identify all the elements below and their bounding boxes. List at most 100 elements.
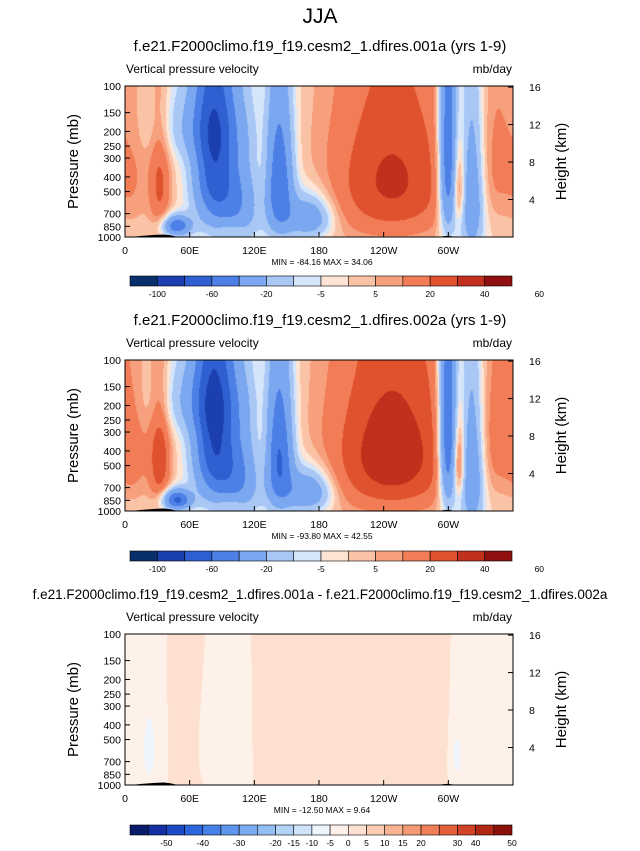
p3-colorbar-label-6: -5 — [326, 838, 334, 848]
p2-colorbar-swatch-8 — [347, 550, 376, 562]
p1-ytick-label-6: 500 — [103, 187, 121, 199]
p3-colorbar-label-9: 10 — [380, 838, 390, 848]
p3-colorbar-swatch-0 — [129, 824, 149, 836]
p3-xtick-label-4: 120W — [370, 793, 398, 805]
p3-colorbar-swatch-18 — [457, 824, 476, 836]
p2-title: f.e21.F2000climo.f19_f19.cesm2_1.dfires.… — [134, 312, 507, 329]
p2-colorbar-swatch-10 — [402, 550, 431, 562]
p1-ytick-label-1: 150 — [103, 108, 121, 120]
p1-xtick-label-5: 60W — [438, 245, 460, 257]
p2-y2tick-label-1: 12 — [529, 394, 541, 406]
p3-colorbar-swatch-5 — [220, 824, 240, 836]
p1-colorbar-swatch-10 — [402, 275, 431, 287]
p1-colorbar-swatch-6 — [293, 275, 322, 287]
p1-xtick-label-0: 0 — [122, 245, 128, 257]
p1-field — [125, 86, 513, 237]
p1-xtick-label-2: 120E — [242, 245, 267, 257]
p3-colorbar-label-11: 20 — [416, 838, 426, 848]
p1-ylabel: Pressure (mb) — [65, 114, 82, 209]
p1-colorbar-label-1: -60 — [206, 289, 219, 299]
p3-colorbar-label-3: -20 — [269, 838, 282, 848]
p2-ylabel: Pressure (mb) — [65, 388, 82, 483]
p3-ytick-label-5: 400 — [103, 720, 121, 732]
p1-ytick-label-0: 100 — [103, 81, 121, 93]
p1-colorbar-label-2: -20 — [260, 289, 273, 299]
p1-ylabel-right: Height (km) — [553, 123, 570, 201]
p3-colorbar-label-5: -10 — [306, 838, 319, 848]
p1-ytick-label-8: 850 — [103, 221, 121, 233]
p1-xtick-label-3: 180 — [310, 245, 328, 257]
p1-y2tick-label-2: 8 — [529, 157, 535, 169]
p3-colorbar-swatch-17 — [438, 824, 458, 836]
p3-colorbar-swatch-19 — [475, 824, 495, 836]
p3-colorbar-label-10: 15 — [398, 838, 408, 848]
p1-minmax: MIN = -84.16 MAX = 34.06 — [271, 257, 372, 267]
p3-colorbar-label-4: -15 — [288, 838, 301, 848]
p1-y2tick-label-1: 12 — [529, 120, 541, 132]
p1-ytick-label-3: 250 — [103, 141, 121, 153]
p2-ytick-label-3: 250 — [103, 415, 121, 427]
p3-ylabel: Pressure (mb) — [65, 662, 82, 757]
p3-colorbar-label-1: -40 — [197, 838, 210, 848]
p3-xtick-label-5: 60W — [438, 793, 460, 805]
p3-colorbar-swatch-20 — [493, 824, 513, 836]
p2-colorbar-swatch-0 — [129, 550, 158, 562]
p2-xtick-label-3: 180 — [310, 519, 328, 531]
p3-left-label: Vertical pressure velocity — [126, 610, 259, 624]
p2-ytick-label-8: 850 — [103, 495, 121, 507]
p3-xtick-label-3: 180 — [310, 793, 328, 805]
p2-colorbar-swatch-9 — [375, 550, 404, 562]
p3-colorbar-swatch-2 — [166, 824, 185, 836]
p3-minmax: MIN = -12.50 MAX = 9.64 — [274, 805, 371, 815]
p3-colorbar-swatch-3 — [184, 824, 204, 836]
p3-colorbar-label-14: 50 — [507, 838, 517, 848]
p1-colorbar-swatch-1 — [156, 275, 185, 287]
p3-field — [125, 634, 513, 785]
p2-xtick-label-4: 120W — [370, 519, 398, 531]
p2-ylabel-right: Height (km) — [553, 397, 570, 475]
p2-xtick-label-0: 0 — [122, 519, 128, 531]
p2-panel: f.e21.F2000climo.f19_f19.cesm2_1.dfires.… — [65, 312, 570, 574]
p1-ytick-label-5: 400 — [103, 172, 121, 184]
p2-xtick-label-2: 120E — [242, 519, 267, 531]
p2-ytick-label-9: 1000 — [98, 506, 122, 518]
p3-colorbar-swatch-13 — [366, 824, 385, 836]
p3-colorbar-swatch-1 — [147, 824, 167, 836]
p2-ytick-label-1: 150 — [103, 382, 121, 394]
p3-colorbar-swatch-14 — [384, 824, 404, 836]
p2-colorbar-label-3: -5 — [317, 564, 325, 574]
p3-panel: f.e21.F2000climo.f19_f19.cesm2_1.dfires.… — [33, 587, 608, 848]
p2-colorbar-label-4: 5 — [373, 564, 378, 574]
p2-colorbar-swatch-3 — [211, 550, 240, 562]
p2-xtick-label-5: 60W — [438, 519, 460, 531]
p2-ytick-label-4: 300 — [103, 427, 121, 439]
p3-ytick-label-7: 700 — [103, 757, 121, 769]
p1-colorbar-label-6: 40 — [480, 289, 490, 299]
p3-colorbar-swatch-8 — [275, 824, 295, 836]
p1-xtick-label-1: 60E — [180, 245, 199, 257]
p3-ytick-label-3: 250 — [103, 689, 121, 701]
p3-colorbar-label-13: 40 — [471, 838, 481, 848]
p2-minmax: MIN = -93.80 MAX = 42.55 — [271, 531, 372, 541]
p1-colorbar-swatch-5 — [266, 275, 295, 287]
p3-title: f.e21.F2000climo.f19_f19.cesm2_1.dfires.… — [33, 587, 608, 602]
p3-colorbar-label-2: -30 — [233, 838, 246, 848]
p2-colorbar-label-6: 40 — [480, 564, 490, 574]
p3-ytick-label-8: 850 — [103, 769, 121, 781]
p2-colorbar-label-1: -60 — [206, 564, 219, 574]
p1-colorbar-label-3: -5 — [317, 289, 325, 299]
p2-ytick-label-6: 500 — [103, 461, 121, 473]
p1-left-label: Vertical pressure velocity — [126, 62, 259, 76]
p1-ytick-label-9: 1000 — [98, 232, 122, 244]
p3-xtick-label-1: 60E — [180, 793, 199, 805]
p1-y2tick-label-3: 4 — [529, 195, 535, 207]
p3-ylabel-right: Height (km) — [553, 671, 570, 749]
p2-ytick-label-5: 400 — [103, 446, 121, 458]
p1-colorbar-label-4: 5 — [373, 289, 378, 299]
p2-left-label: Vertical pressure velocity — [126, 336, 259, 350]
p3-y2tick-label-2: 8 — [529, 705, 535, 717]
p2-ytick-label-0: 100 — [103, 355, 121, 367]
p3-colorbar-label-12: 30 — [453, 838, 463, 848]
p1-colorbar-swatch-0 — [129, 275, 158, 287]
